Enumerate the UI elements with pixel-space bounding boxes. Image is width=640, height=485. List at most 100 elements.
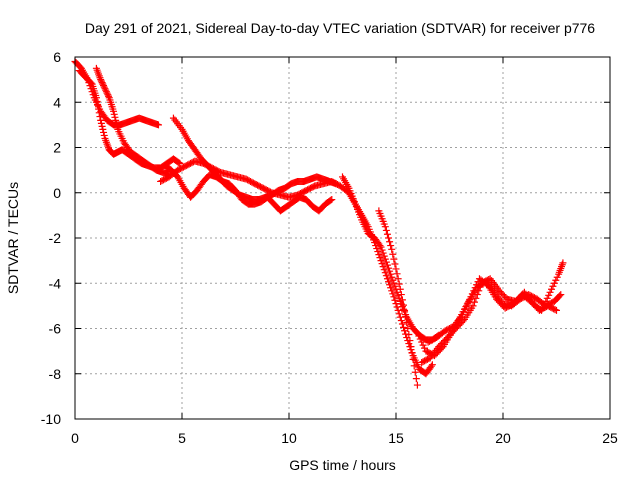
data-point (413, 381, 421, 389)
data-point (99, 125, 107, 133)
data-point (382, 258, 390, 266)
series-p776-i (375, 207, 421, 389)
data-point (95, 109, 103, 117)
data-point (545, 291, 553, 299)
data-point (470, 287, 478, 295)
data-point (458, 311, 466, 319)
data-point (461, 305, 469, 313)
data-point (404, 325, 412, 332)
data-point (382, 272, 390, 280)
data-point (97, 119, 105, 127)
data-point (105, 92, 113, 100)
data-point (406, 337, 414, 345)
data-point (401, 306, 409, 314)
data-point (465, 296, 473, 304)
data-point (97, 116, 105, 124)
data-point (390, 255, 398, 263)
data-point (471, 284, 479, 292)
x-tick-label: 25 (602, 430, 618, 446)
data-point (374, 248, 382, 256)
data-point (394, 275, 402, 283)
data-point (378, 260, 386, 268)
data-point (396, 285, 404, 293)
data-point (383, 275, 391, 283)
data-point (389, 276, 397, 284)
data-point (427, 362, 435, 370)
data-point (327, 196, 335, 204)
data-point (97, 77, 105, 85)
data-point (411, 368, 419, 376)
data-point (387, 270, 395, 278)
data-point (403, 318, 411, 326)
data-point (551, 306, 559, 314)
data-point (395, 280, 403, 288)
data-point (175, 159, 183, 167)
y-tick-label: -10 (41, 411, 61, 427)
x-tick-label: 15 (388, 430, 404, 446)
data-point (393, 270, 401, 278)
data-point (542, 297, 550, 305)
data-point (399, 301, 407, 309)
data-point (468, 290, 476, 298)
y-tick-label: 6 (53, 49, 61, 65)
data-point (388, 287, 396, 295)
data-point (380, 266, 388, 274)
data-point (110, 107, 118, 115)
y-tick-label: -8 (49, 366, 62, 382)
data-point (556, 292, 564, 300)
data-point (377, 257, 385, 265)
data-point (154, 121, 162, 129)
data-point (372, 242, 380, 250)
data-point (390, 279, 398, 287)
data-point (375, 251, 383, 259)
data-point (386, 281, 394, 289)
data-point (379, 263, 387, 271)
data-point (402, 312, 410, 320)
data-point (393, 288, 401, 296)
series-p776-f (157, 157, 353, 201)
data-point (412, 375, 420, 383)
data-point (396, 313, 404, 321)
data-point (470, 298, 478, 306)
data-point (100, 83, 108, 91)
data-point (476, 283, 484, 291)
data-point (110, 110, 118, 118)
data-point (385, 278, 393, 286)
data-point (473, 291, 481, 299)
data-point (472, 294, 480, 302)
data-point (397, 317, 405, 325)
data-point (408, 349, 416, 357)
data-point (377, 243, 385, 251)
data-point (397, 291, 405, 299)
series-p776-h (345, 189, 436, 378)
data-point (410, 362, 418, 370)
data-point (549, 282, 557, 290)
data-point (391, 282, 399, 290)
data-point (395, 294, 403, 302)
data-point (392, 265, 400, 273)
data-point (385, 264, 393, 272)
data-point (378, 246, 386, 254)
data-point (94, 101, 102, 109)
data-point (467, 293, 475, 301)
data-point (376, 254, 384, 262)
data-point (557, 291, 565, 299)
data-point (102, 86, 110, 94)
data-point (371, 239, 379, 247)
x-tick-label: 10 (281, 430, 297, 446)
x-axis-label: GPS time / hours (289, 457, 396, 473)
data-point (99, 80, 107, 88)
data-point (100, 82, 108, 90)
series-p776-e (161, 162, 336, 215)
data-point (381, 223, 389, 231)
data-point (389, 290, 397, 298)
data-point (392, 300, 400, 308)
data-point (93, 97, 101, 105)
data-point (553, 306, 560, 314)
data-point (418, 338, 426, 346)
data-point (103, 89, 111, 97)
data-points (71, 58, 567, 389)
data-point (387, 242, 395, 250)
data-point (95, 105, 103, 113)
